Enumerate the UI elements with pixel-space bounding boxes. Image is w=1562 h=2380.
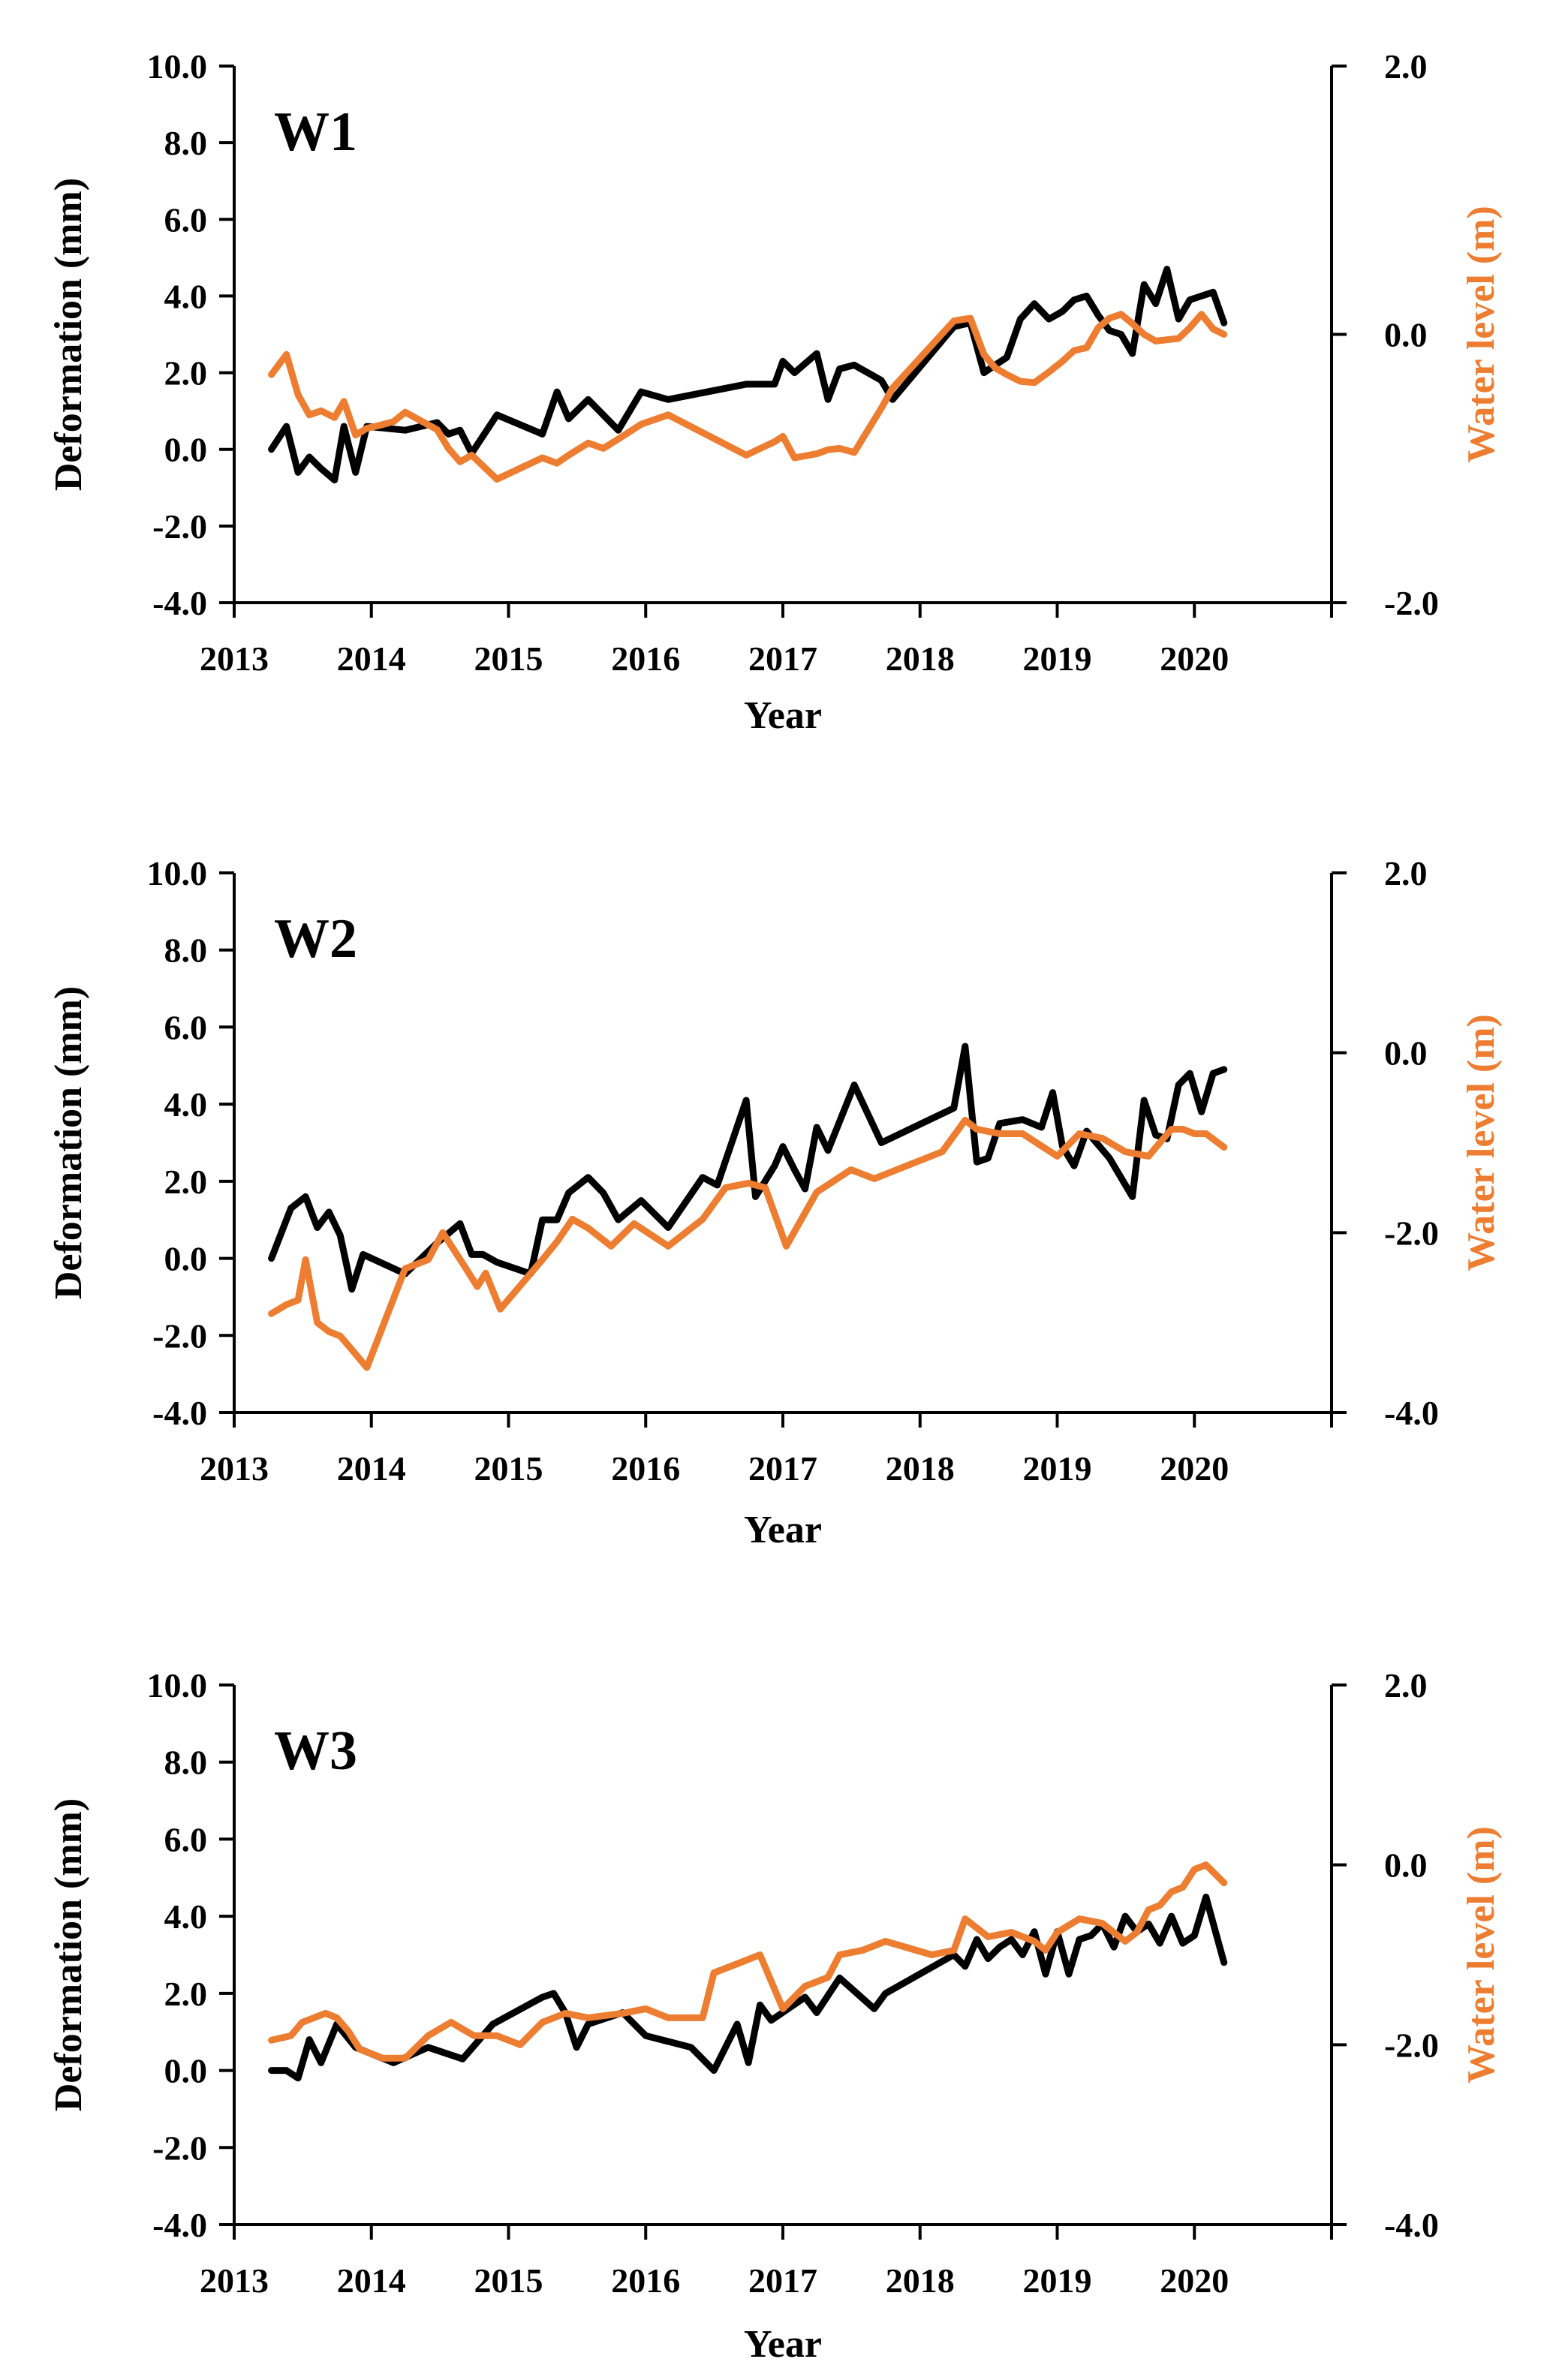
y-tick-label-left: 6.0 [164,200,208,239]
y-tick-label-left: 10.0 [147,854,208,892]
x-tick-label: 2015 [474,2261,543,2300]
y-tick-label-right: 0.0 [1384,316,1428,354]
panel-label: W2 [274,908,357,970]
y-tick-label-left: 2.0 [164,1975,208,2013]
y-tick-label-left: 10.0 [147,47,208,86]
y-tick-label-right: 2.0 [1384,47,1428,86]
x-tick-label: 2019 [1023,639,1092,678]
x-tick-label: 2019 [1023,1449,1092,1488]
x-tick-label: 2016 [611,1449,680,1488]
x-tick-label: 2020 [1160,1449,1229,1488]
x-tick-label: 2014 [337,2261,406,2300]
y-axis-title-right: Water level (m) [1460,206,1503,463]
y-tick-label-left: 0.0 [164,1240,208,1278]
x-tick-label: 2013 [200,639,269,678]
y-axis-title-right: Water level (m) [1460,1826,1503,2084]
y-tick-label-left: -2.0 [152,507,207,546]
x-tick-label: 2016 [611,639,680,678]
y-tick-label-left: 4.0 [164,277,208,315]
y-tick-label-left: -2.0 [152,2129,207,2167]
x-axis-title: Year [744,1509,822,1551]
y-tick-label-left: 2.0 [164,354,208,393]
x-tick-label: 2015 [474,639,543,678]
water-level-series-line [268,1861,1228,2062]
chart-panel: -4.0 -2.0 0.0 2.0 4.0 6.0 8.0 10.0 -2.0 0.0 2.0 201… [47,47,1503,737]
y-tick-label-left: 6.0 [164,1008,208,1046]
y-axis-title-left: Deformation (mm) [47,986,90,1299]
x-tick-label: 2017 [748,2261,817,2300]
y-tick-label-left: 0.0 [164,2052,208,2090]
y-tick-label-left: -4.0 [152,584,207,622]
deformation-series-line [268,266,1228,484]
y-tick-label-left: 2.0 [164,1163,208,1201]
y-tick-label-right: 2.0 [1384,854,1428,892]
y-tick-label-left: 0.0 [164,431,208,469]
y-axis-title-left: Deformation (mm) [47,178,90,491]
x-tick-label: 2020 [1160,639,1229,678]
x-tick-label: 2014 [337,639,406,678]
y-tick-label-left: -4.0 [152,2206,207,2244]
y-tick-label-left: -4.0 [152,1394,207,1432]
x-tick-label: 2014 [337,1449,406,1488]
y-tick-label-right: -2.0 [1384,1214,1439,1252]
y-tick-label-left: 4.0 [164,1897,208,1936]
water-level-series-line [268,311,1228,483]
y-tick-label-right: -4.0 [1384,1394,1439,1432]
y-tick-label-right: 0.0 [1384,1846,1428,1885]
x-tick-label: 2016 [611,2261,680,2300]
x-tick-label: 2018 [886,1449,955,1488]
y-tick-label-left: -2.0 [152,1316,207,1355]
x-tick-label: 2013 [200,1449,269,1488]
x-axis-title: Year [744,694,822,737]
y-tick-label-right: -4.0 [1384,2206,1439,2244]
y-tick-label-left: 6.0 [164,1820,208,1858]
water-level-series-line [268,1117,1228,1371]
y-tick-label-left: 8.0 [164,124,208,162]
y-tick-label-right: 2.0 [1384,1666,1428,1705]
y-tick-label-left: 10.0 [147,1666,208,1705]
y-tick-label-left: 8.0 [164,931,208,970]
x-axis-title: Year [744,2323,822,2366]
x-tick-label: 2013 [200,2261,269,2300]
y-axis-title-left: Deformation (mm) [47,1798,90,2111]
y-tick-label-left: 4.0 [164,1085,208,1124]
x-tick-label: 2018 [886,2261,955,2300]
x-tick-label: 2015 [474,1449,543,1488]
y-tick-label-right: -2.0 [1384,584,1439,622]
y-tick-label-right: 0.0 [1384,1034,1428,1073]
panel-label: W3 [274,1720,357,1782]
panel-label: W1 [274,101,357,163]
chart-panel: -4.0 -2.0 0.0 2.0 4.0 6.0 8.0 10.0 -4.0 -2.0 0.0 2.… [47,854,1503,1551]
x-tick-label: 2019 [1023,2261,1092,2300]
chart-panel: -4.0 -2.0 0.0 2.0 4.0 6.0 8.0 10.0 -4.0 -2.0 0.0 2.… [47,1666,1503,2366]
x-tick-label: 2017 [748,639,817,678]
y-tick-label-left: 8.0 [164,1744,208,1782]
y-tick-label-right: -2.0 [1384,2026,1439,2064]
y-axis-title-right: Water level (m) [1460,1014,1503,1271]
x-tick-label: 2018 [886,639,955,678]
x-tick-label: 2017 [748,1449,817,1488]
x-tick-label: 2020 [1160,2261,1229,2300]
